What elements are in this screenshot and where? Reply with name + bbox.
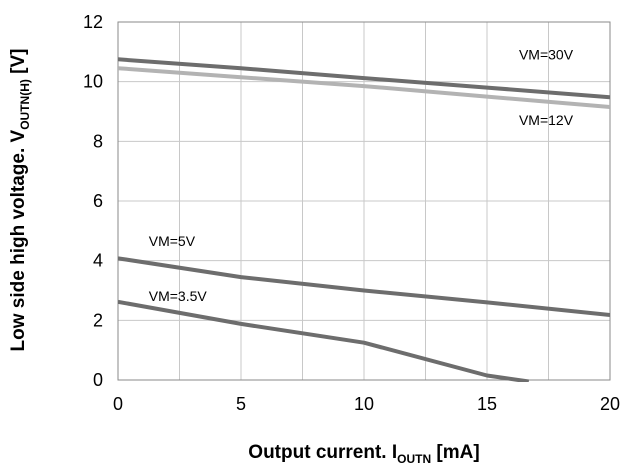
series-label: VM=30V: [519, 46, 574, 62]
plot-frame: [117, 21, 611, 381]
x-axis-title-sub: OUTN: [397, 452, 431, 466]
x-tick-label: 0: [113, 394, 123, 414]
y-tick-label: 12: [83, 12, 103, 32]
y-tick-label: 10: [83, 72, 103, 92]
series-lines: [118, 57, 610, 382]
series-label: VM=3.5V: [149, 288, 208, 304]
series-line-vm-3-5v: [118, 299, 530, 382]
y-axis-title-unit: [V]: [8, 49, 29, 80]
y-tick-label: 4: [93, 251, 103, 271]
x-tick-label: 10: [354, 394, 374, 414]
y-tick-label: 2: [93, 310, 103, 330]
grid: [117, 21, 611, 381]
y-axis-title-sub: OUTN(H): [18, 79, 32, 130]
series-label: VM=12V: [519, 112, 574, 128]
x-tick-label: 5: [236, 394, 246, 414]
y-tick-label: 8: [93, 131, 103, 151]
y-tick-label: 6: [93, 191, 103, 211]
series-line-vm-5v: [118, 256, 610, 317]
series-labels: VM=30V VM=12V VM=5V VM=3.5V: [149, 46, 574, 304]
series-line-vm-12v: [118, 66, 610, 109]
x-tick-label: 20: [600, 394, 620, 414]
x-axis-title-main: Output current. I: [248, 442, 397, 463]
y-axis-title: Low side high voltage. VOUTN(H) [V]: [8, 49, 32, 352]
x-axis-title-unit: [mA]: [431, 442, 480, 463]
y-tick-labels: 0 2 4 6 8 10 12: [83, 12, 103, 390]
x-axis-title: Output current. IOUTN [mA]: [248, 442, 479, 466]
x-tick-labels: 0 5 10 15 20: [113, 394, 620, 414]
y-tick-label: 0: [93, 370, 103, 390]
x-tick-label: 15: [477, 394, 497, 414]
series-label: VM=5V: [149, 233, 196, 249]
y-axis-title-main: Low side high voltage. V: [8, 129, 29, 351]
plot-border: [117, 21, 611, 381]
series-line-vm-30v: [118, 57, 610, 100]
